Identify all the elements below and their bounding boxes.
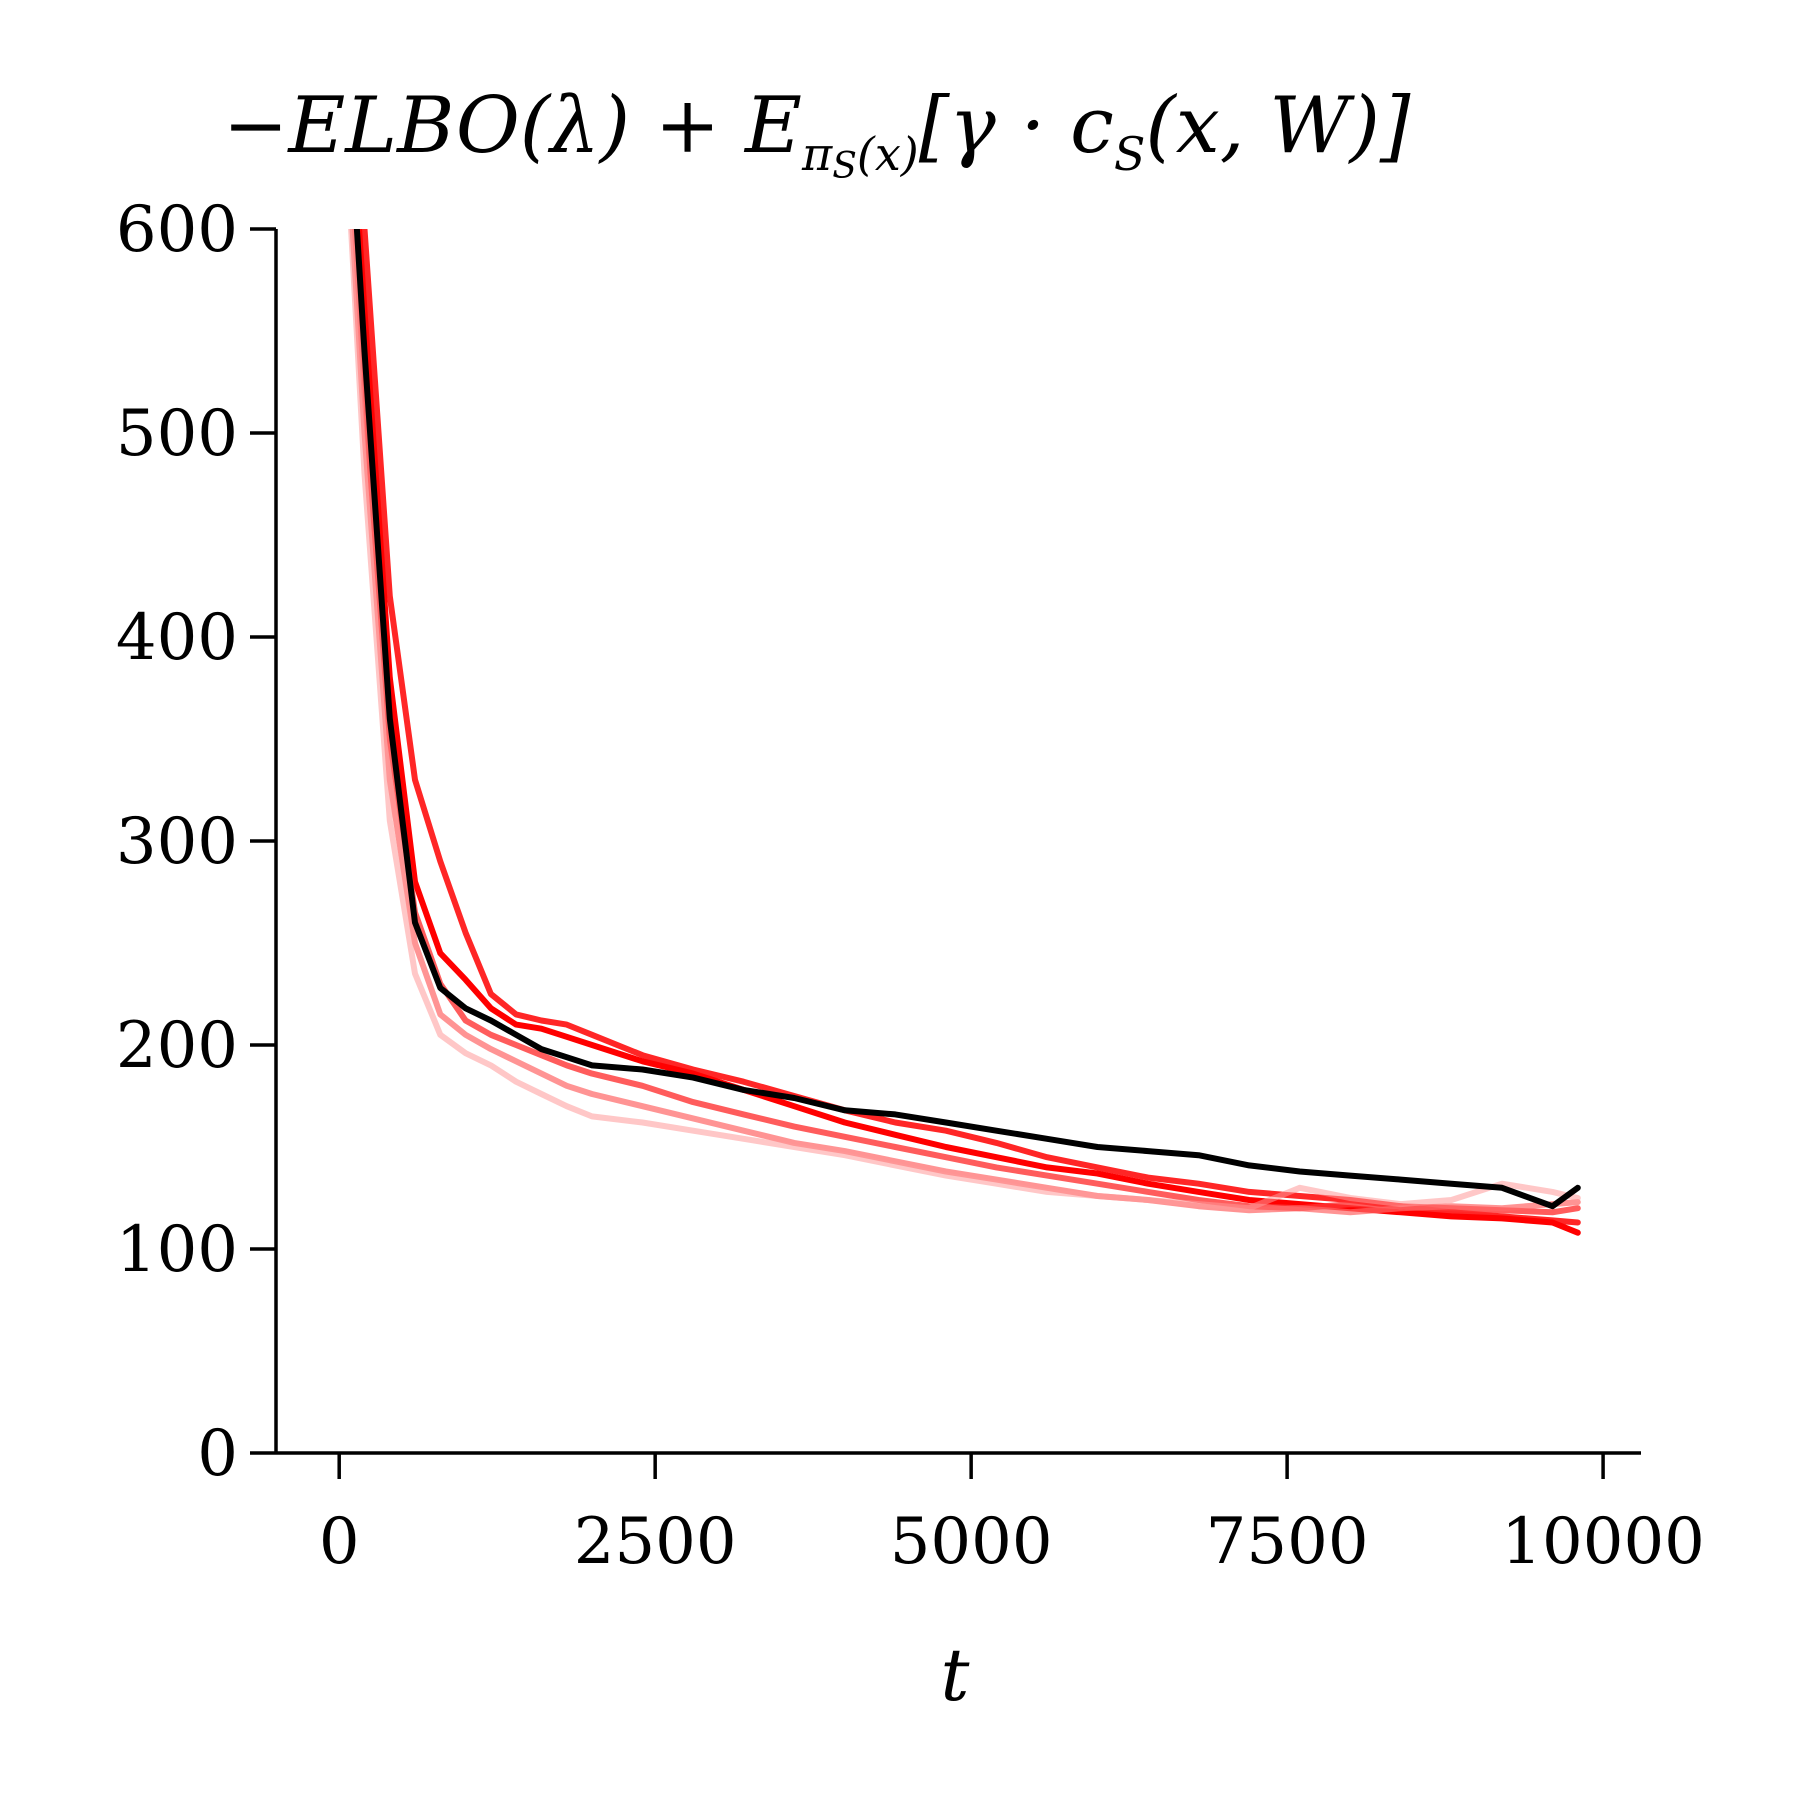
series-line-5	[348, 229, 1581, 1212]
y-tick-label: 600	[116, 193, 238, 267]
x-tick-label: 2500	[574, 1505, 737, 1579]
series-group	[348, 229, 1581, 1236]
x-tick-label: 10000	[1501, 1505, 1705, 1579]
y-tick-label: 300	[116, 805, 238, 879]
x-tick-label: 7500	[1206, 1505, 1369, 1579]
x-axis-label: t	[941, 1633, 971, 1717]
series-line-6	[353, 229, 1581, 1210]
y-tick-label: 0	[197, 1417, 238, 1491]
y-tick-label: 200	[116, 1009, 238, 1083]
y-tick-label: 500	[116, 397, 238, 471]
x-tick-label: 0	[319, 1505, 360, 1579]
y-tick-label: 100	[116, 1213, 238, 1287]
chart-title: −ELBO(λ) + EπS(x)[γ · cS(x, W)]	[223, 81, 1411, 187]
series-line-1	[361, 229, 1581, 1226]
series-line-2	[356, 229, 1581, 1236]
series-line-4	[349, 229, 1581, 1216]
x-tick-label: 5000	[890, 1505, 1053, 1579]
y-tick-label: 400	[116, 601, 238, 675]
y-axis-ticks: 0 100 200 300 400 500 600	[116, 193, 276, 1491]
x-axis-ticks: 0 2500 5000 7500 10000	[319, 1453, 1705, 1579]
series-line-3	[351, 229, 1581, 1216]
